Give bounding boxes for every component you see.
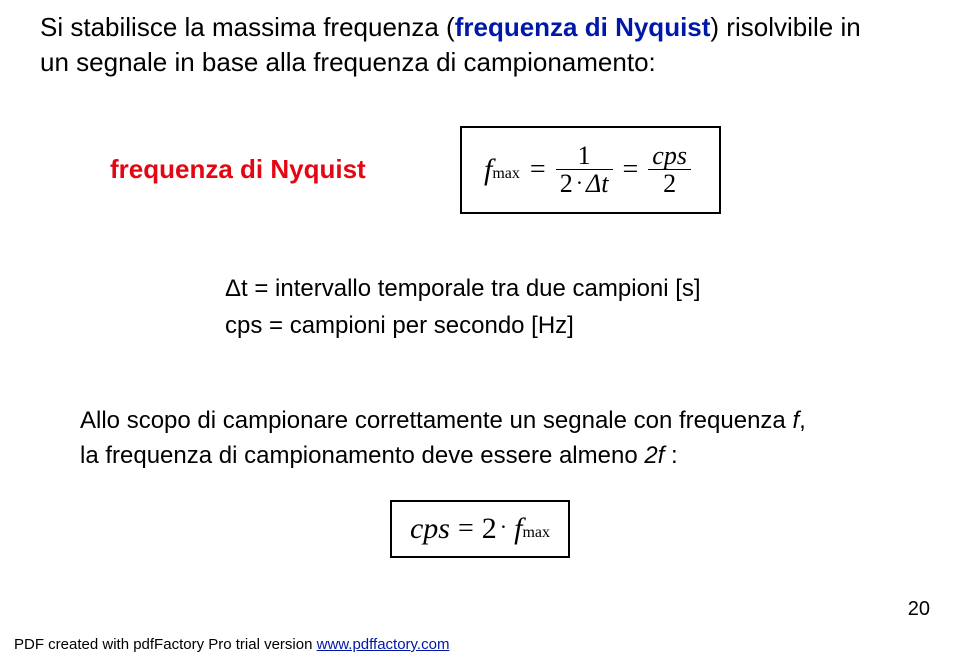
- formula-f: f: [484, 153, 492, 187]
- frac2-num: cps: [648, 142, 691, 169]
- frac1-num: 1: [574, 142, 595, 169]
- bottom-text: Allo scopo di campionare correttamente u…: [40, 404, 920, 474]
- footer-link[interactable]: www.pdffactory.com: [317, 636, 450, 653]
- bottom-line2b: :: [664, 442, 677, 469]
- definitions: Δt = intervallo temporale tra due campio…: [40, 270, 920, 344]
- formula-eq2: =: [623, 154, 639, 186]
- formula2-f: f: [514, 512, 522, 546]
- intro-prefix: Si stabilisce la massima frequenza (: [40, 12, 455, 42]
- bottom-line2a: la frequenza di campionamento deve esser…: [80, 442, 644, 469]
- intro-line2: un segnale in base alla frequenza di cam…: [40, 47, 656, 77]
- bottom-line1a: Allo scopo di campionare correttamente u…: [80, 407, 792, 434]
- formula2-sub: max: [522, 524, 550, 542]
- formula-eq1: =: [530, 154, 546, 186]
- document-page: Si stabilisce la massima frequenza (freq…: [0, 0, 960, 663]
- formula2-two: 2: [482, 512, 497, 546]
- nyquist-formula-box: fmax = 1 2·Δt = cps 2: [460, 126, 721, 214]
- bottom-2f: 2f: [644, 442, 664, 469]
- bottom-line1b: ,: [799, 407, 806, 434]
- frac1-dot: ·: [576, 170, 583, 195]
- formula-frac2: cps 2: [648, 142, 691, 198]
- bottom-formula-box: cps = 2· fmax: [390, 500, 570, 558]
- intro-bold: frequenza di Nyquist: [455, 12, 711, 42]
- frac1-den-2: 2: [560, 169, 573, 198]
- nyquist-row: frequenza di Nyquist fmax = 1 2·Δt = cps…: [40, 126, 920, 214]
- formula2-eq: =: [458, 513, 474, 545]
- def-dt: Δt = intervallo temporale tra due campio…: [225, 270, 920, 307]
- bottom-formula-wrap: cps = 2· fmax: [40, 500, 920, 558]
- page-number: 20: [908, 598, 930, 621]
- frac1-den: 2·Δt: [556, 170, 613, 197]
- intro-text: Si stabilisce la massima frequenza (freq…: [40, 10, 920, 80]
- footer-text: PDF created with pdfFactory Pro trial ve…: [14, 636, 317, 653]
- formula-frac1: 1 2·Δt: [556, 142, 613, 198]
- frac2-den: 2: [659, 170, 680, 197]
- formula-sub: max: [492, 165, 520, 183]
- formula2-cps: cps: [410, 512, 450, 546]
- frac1-den-dt: Δt: [586, 169, 608, 198]
- def-cps: cps = campioni per secondo [Hz]: [225, 307, 920, 344]
- intro-suffix1: ) risolvibile in: [710, 12, 860, 42]
- footer: PDF created with pdfFactory Pro trial ve…: [14, 636, 449, 653]
- nyquist-label: frequenza di Nyquist: [110, 154, 460, 185]
- formula2-dot: ·: [500, 514, 507, 540]
